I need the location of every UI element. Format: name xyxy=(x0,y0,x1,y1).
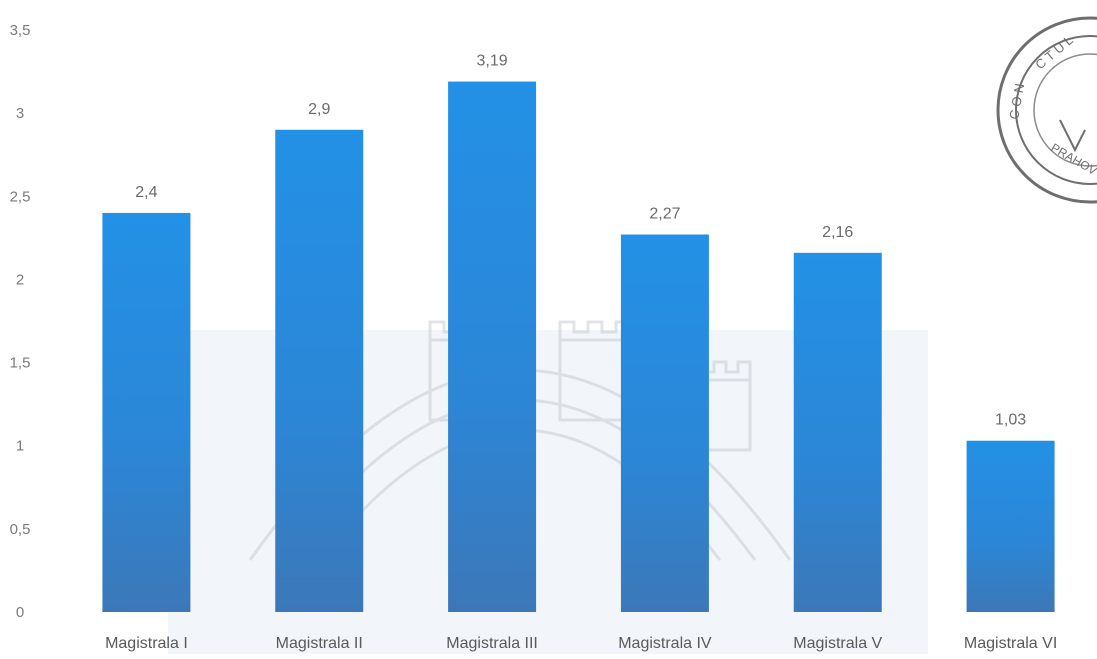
data-label: 2,4 xyxy=(135,184,157,201)
bar xyxy=(621,235,709,612)
data-label: 2,9 xyxy=(308,101,330,118)
bar xyxy=(275,130,363,612)
y-tick-label: 2,5 xyxy=(10,188,31,205)
data-label: 2,16 xyxy=(822,224,853,241)
bar xyxy=(102,213,190,612)
x-tick-label: Magistrala V xyxy=(793,635,882,652)
x-tick-label: Magistrala I xyxy=(105,635,188,652)
y-axis: 0 0,5 1 1,5 2 2,5 3 3,5 xyxy=(10,22,31,621)
x-tick-label: Magistrala II xyxy=(276,635,363,652)
x-tick-label: Magistrala VI xyxy=(964,635,1057,652)
y-tick-label: 0 xyxy=(16,604,24,621)
bar xyxy=(967,441,1055,612)
y-tick-label: 1,5 xyxy=(10,355,31,372)
seal-stamp: C T U L C O N PRAHOV xyxy=(998,18,1097,202)
y-tick-label: 3,5 xyxy=(10,22,31,39)
data-label: 3,19 xyxy=(477,53,508,70)
svg-text:C O N: C O N xyxy=(1006,82,1027,120)
data-label: 2,27 xyxy=(649,206,680,223)
bar xyxy=(448,82,536,612)
x-tick-label: Magistrala III xyxy=(446,635,538,652)
y-tick-label: 3 xyxy=(16,105,24,122)
x-tick-label: Magistrala IV xyxy=(618,635,712,652)
y-tick-label: 1 xyxy=(16,438,24,455)
bar xyxy=(794,253,882,612)
data-label: 1,03 xyxy=(995,412,1026,429)
y-tick-label: 2 xyxy=(16,271,24,288)
y-tick-label: 0,5 xyxy=(10,521,31,538)
